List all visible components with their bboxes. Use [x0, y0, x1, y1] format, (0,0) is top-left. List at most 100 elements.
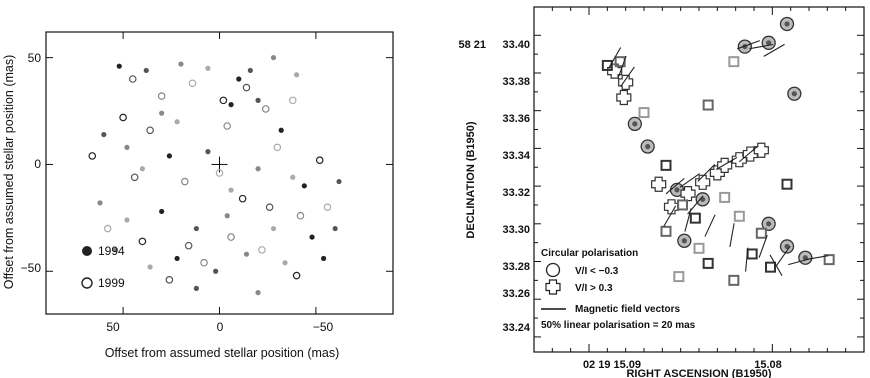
- maser-spot-1999: [184, 241, 193, 250]
- legend-label-vi-negative: V/I < −0.3: [575, 266, 619, 277]
- legend-label-vectors: Magnetic field vectors: [575, 304, 680, 315]
- magnetic-field-vector: [620, 66, 635, 87]
- maser-spot-1994: [174, 255, 180, 262]
- left-axis-ticks: [46, 32, 393, 314]
- maser-spot-1999: [219, 96, 228, 105]
- right-y-axis-label: DECLINATION (B1950): [465, 121, 477, 238]
- maser-spot-1994: [159, 208, 165, 215]
- maser-spot-square: [746, 248, 758, 260]
- maser-spot-square: [689, 212, 701, 224]
- maser-spot-1999: [146, 126, 154, 135]
- maser-spot-square: [728, 56, 740, 68]
- circular-polarisation-negative-core: [791, 91, 797, 97]
- magnetic-field-vector: [758, 234, 768, 258]
- maser-spot-1999: [261, 105, 270, 113]
- left-y-tick-label: 0: [34, 157, 41, 171]
- maser-spot-1999: [103, 224, 112, 233]
- circular-polarisation-positive: [717, 157, 733, 173]
- circular-polarisation-positive: [616, 89, 632, 106]
- left-y-axis-label: Offset from assumed stellar position (ma…: [2, 55, 16, 290]
- right-y-tick-label: 33.34: [502, 150, 530, 162]
- maser-spot-1994: [270, 225, 277, 232]
- maser-spot-1994: [243, 251, 250, 257]
- maser-spot-1999: [242, 83, 251, 92]
- maser-spot-1999: [165, 276, 174, 284]
- right-y-tick-label: 33.36: [502, 113, 530, 125]
- maser-spot-square: [638, 107, 650, 119]
- maser-spot-1994: [255, 97, 261, 103]
- magnetic-field-vector: [687, 195, 704, 215]
- circular-polarisation-positive: [680, 186, 696, 202]
- maser-spot-1994: [228, 102, 234, 108]
- magnetic-field-vector: [763, 43, 785, 57]
- maser-spot-1994: [213, 268, 219, 274]
- circular-polarisation-negative-core: [784, 21, 790, 27]
- maser-spot-1999: [157, 92, 166, 100]
- left-plot-frame: [45, 31, 394, 315]
- maser-spot-1994: [290, 174, 296, 180]
- maser-spot-1994: [124, 217, 130, 223]
- maser-spot-1999: [315, 156, 324, 164]
- maser-spot-1994: [309, 234, 315, 240]
- magnetic-field-vector: [769, 254, 783, 276]
- maser-spot-1999: [296, 211, 305, 220]
- left-y-tick-label: 50: [28, 51, 42, 65]
- right-x-axis-label: RIGHT ASCENSION (B1950): [626, 368, 771, 378]
- maser-spot-1994: [205, 149, 211, 155]
- circular-polarisation-positive: [695, 174, 711, 190]
- maser-spot-1999: [138, 237, 147, 246]
- right-y-tick-label: 33.26: [502, 288, 530, 300]
- maser-spot-square: [702, 257, 714, 269]
- left-x-tick-label: −50: [313, 320, 334, 334]
- maser-spot-1999: [323, 203, 332, 211]
- right-y-prefix-label: 58 21: [458, 39, 486, 51]
- right-x-tick-label: 15.08: [754, 359, 782, 371]
- circular-polarisation-negative-core: [645, 143, 651, 150]
- right-data-marks: [601, 16, 835, 286]
- right-x-tick-label: 02 19 15.09: [583, 359, 641, 371]
- left-x-axis-label: Offset from assumed stellar position (ma…: [105, 346, 340, 360]
- maser-spot-1994: [178, 61, 184, 67]
- magnetic-field-vector: [715, 156, 738, 170]
- maser-spot-1994: [139, 166, 145, 172]
- circular-polarisation-negative-core: [632, 121, 638, 127]
- right-y-tick-label: 33.30: [502, 224, 530, 236]
- maser-spot-1999: [181, 177, 189, 186]
- maser-spot-1994: [332, 225, 338, 232]
- right-y-tick-label: 33.40: [502, 39, 530, 51]
- maser-spot-1994: [224, 213, 230, 219]
- circular-polarisation-negative-core: [784, 243, 790, 250]
- legend-title: Circular polarisation: [541, 248, 638, 259]
- maser-spot-1994: [124, 144, 130, 150]
- magnetic-field-vector: [617, 55, 627, 79]
- maser-spot-1994: [336, 178, 342, 185]
- circular-polarisation-negative-core: [681, 238, 687, 244]
- maser-spot-1994: [278, 127, 284, 133]
- maser-spot-1994: [193, 225, 199, 232]
- circular-polarisation-negative-core: [700, 196, 706, 202]
- maser-spot-1999: [238, 194, 247, 203]
- legend-circle-icon: [545, 262, 561, 278]
- maser-spot-1999: [265, 203, 274, 211]
- maser-spot-square: [728, 274, 740, 286]
- maser-spot-1994: [301, 183, 307, 189]
- left-y-tick-label: −50: [21, 261, 42, 275]
- magnetic-field-vector: [704, 214, 716, 237]
- right-y-tick-label: 33.24: [502, 322, 530, 334]
- maser-spot-1999: [130, 173, 139, 182]
- maser-spot-square: [614, 56, 626, 68]
- magnetic-field-vector: [804, 255, 829, 261]
- legend-filled-circle-icon: [82, 246, 92, 256]
- maser-spot-1999: [88, 152, 97, 160]
- magnetic-field-vector: [684, 208, 692, 232]
- right-y-tick-label: 33.28: [502, 261, 530, 273]
- right-axis-ticks: [533, 7, 865, 352]
- maser-spot-square: [755, 227, 767, 239]
- circular-polarisation-negative-core: [766, 221, 772, 227]
- magnetic-field-vector: [737, 40, 760, 50]
- maser-spot-1999: [128, 75, 137, 83]
- maser-spot-square: [660, 225, 672, 237]
- left-chart: 50 0 −50 50 0 −50 Offset from assumed st…: [2, 31, 394, 360]
- maser-spot-square: [765, 261, 776, 273]
